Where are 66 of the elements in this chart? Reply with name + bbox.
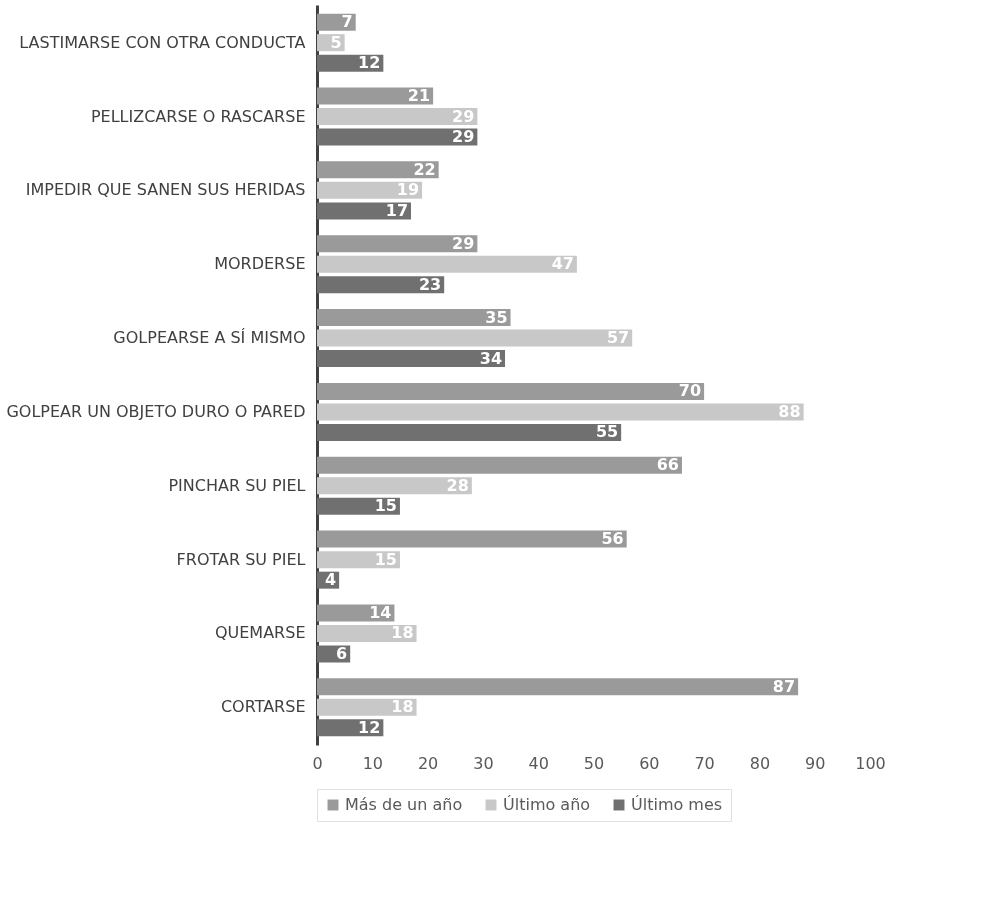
bar [317,403,804,421]
bar [317,423,622,441]
data-label: 22 [413,159,436,179]
bar [317,255,577,273]
y-tick-label: LASTIMARSE CON OTRA CONDUCTA [19,32,306,52]
x-tick-label: 60 [639,753,660,773]
x-tick-label: 80 [749,753,771,773]
data-label: 29 [452,127,475,147]
x-tick-label: 100 [855,753,886,773]
data-label: 14 [369,602,392,622]
legend-label: Último mes [631,795,723,814]
bar [317,350,506,368]
bar [317,202,412,220]
bar [317,456,682,474]
data-label: 55 [595,422,619,442]
x-tick-label: 30 [473,753,494,773]
x-tick-label: 50 [583,753,605,773]
data-label: 66 [656,455,679,475]
bar [317,87,434,105]
x-tick-label: 10 [362,753,383,773]
y-tick-label: GOLPEAR UN OBJETO DURO O PARED [6,401,306,421]
bar [317,13,356,31]
y-tick-label: PINCHAR SU PIEL [168,475,306,495]
data-label: 56 [601,529,624,549]
bar [317,235,478,253]
bar [317,161,439,179]
data-label: 34 [479,348,503,368]
bar [317,128,478,146]
x-tick-label: 90 [805,753,826,773]
bar [317,698,417,716]
bar [317,309,511,327]
x-tick-label: 70 [694,753,715,773]
y-tick-label: FROTAR SU PIEL [176,549,306,569]
data-label: 15 [374,496,397,516]
bar [317,382,705,400]
x-tick-label: 0 [312,753,323,773]
bar [317,624,417,642]
y-tick-label: PELLIZCARSE O RASCARSE [90,106,306,126]
data-label: 23 [418,274,442,294]
y-tick-label: CORTARSE [220,697,306,717]
data-label: 21 [407,85,431,105]
bar [317,477,472,495]
bar [317,329,633,347]
data-label: 17 [385,200,409,220]
bar [317,181,423,199]
x-tick-label: 20 [417,753,439,773]
y-tick-label: MORDERSE [214,254,306,274]
y-tick-label: IMPEDIR QUE SANEN SUS HERIDAS [25,180,306,200]
y-tick-label: QUEMARSE [214,623,306,643]
data-label: 35 [485,307,508,327]
x-tick-label: 40 [528,753,549,773]
legend-label: Último año [503,795,591,814]
legend-label: Más de un año [345,795,463,814]
data-label: 6 [336,644,348,664]
data-label: 4 [324,570,337,590]
bar [317,108,478,126]
data-label: 70 [678,381,702,401]
data-label: 12 [358,53,381,73]
bar [317,276,445,294]
y-tick-label: GOLPEARSE A SÍ MISMO [113,328,306,348]
data-label: 7 [341,12,353,32]
data-label: 87 [772,676,796,696]
bar [317,530,627,548]
bar [317,678,799,696]
data-label: 12 [358,717,381,737]
data-label: 29 [452,233,475,253]
